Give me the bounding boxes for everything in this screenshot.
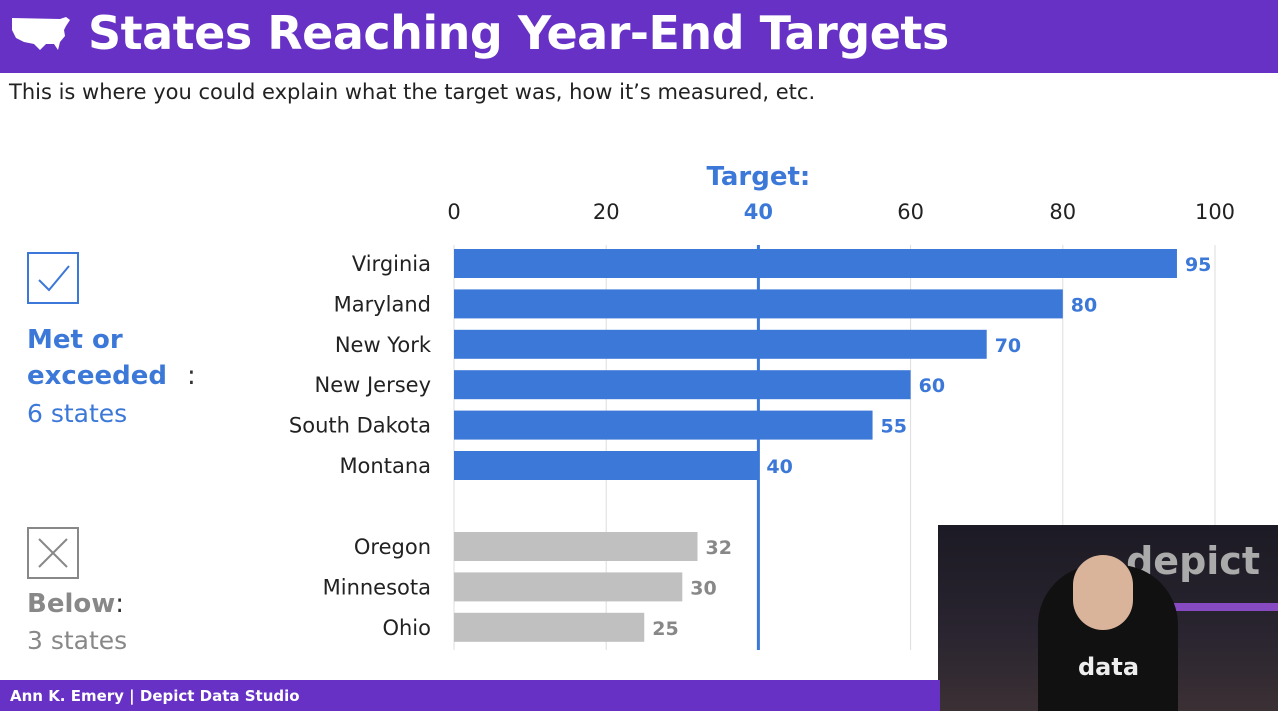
data-label: 80 [1071,294,1097,316]
us-map-icon [12,17,70,50]
shirt-text: data [1078,653,1140,681]
met-legend: Met or exceeded: [27,322,196,394]
tick-label: 0 [447,200,460,224]
category-label: Maryland [334,292,431,316]
presenter-face [1073,555,1133,630]
data-label: 40 [766,456,792,478]
tick-label: 40 [744,200,773,224]
met-count: 6 states [27,399,128,428]
subtitle: This is where you could explain what the… [9,80,816,104]
data-label: 70 [995,335,1021,357]
category-label: Oregon [354,535,431,559]
tick-label: 20 [593,200,620,224]
met-label: Met or exceeded [27,325,167,391]
bar-minnesota [454,572,683,602]
data-label: 60 [919,375,945,397]
category-label: New Jersey [314,373,431,397]
below-legend: Below: [27,586,124,622]
category-label: Minnesota [323,575,431,599]
bar-oregon [454,532,698,561]
below-label: Below [27,589,116,619]
tick-label: 80 [1049,200,1076,224]
data-label: 25 [652,618,678,640]
bar-montana [454,451,759,480]
webcam-overlay: depict data [938,525,1278,711]
bar-virginia [454,249,1177,278]
met-colon: : [187,361,196,391]
checkmark-icon [27,252,79,304]
category-label: Virginia [352,252,431,276]
bar-south-dakota [454,410,873,440]
data-label: 30 [690,577,716,599]
bar-new-jersey [454,370,911,400]
tick-label: 60 [897,200,924,224]
below-count: 3 states [27,626,128,655]
category-label: South Dakota [289,414,431,438]
footer: Ann K. Emery | Depict Data Studio [0,680,940,711]
x-icon [27,527,79,579]
data-label: 32 [706,537,732,559]
below-colon: : [115,589,125,619]
target-label: Target: [706,162,810,192]
category-label: Montana [339,454,431,478]
bar-ohio [454,612,645,642]
tick-label: 100 [1195,200,1235,224]
header-banner: States Reaching Year-End Targets [0,0,1278,73]
bar-new-york [454,329,987,359]
data-label: 95 [1185,254,1211,276]
page-title: States Reaching Year-End Targets [88,6,949,60]
category-label: Ohio [382,616,431,640]
category-label: New York [335,333,432,357]
neon-light [1088,603,1278,611]
data-label: 55 [881,416,907,438]
